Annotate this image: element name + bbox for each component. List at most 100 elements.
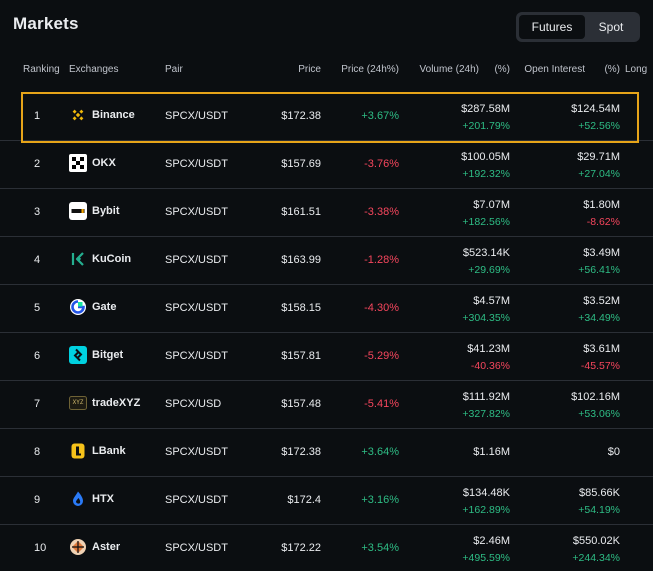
lbank-icon: [69, 442, 87, 460]
open-interest-cell: $29.71M: [577, 151, 620, 163]
table-row[interactable]: 2 OKX SPCX/USDT $157.69 -3.76% $100.05M +192.3…: [0, 141, 653, 189]
price-cell: $172.38: [281, 110, 321, 122]
volume-cell: $7.07M: [473, 199, 510, 211]
header-pair[interactable]: Pair: [165, 64, 183, 75]
volume-change-cell: -40.36%: [470, 360, 510, 372]
volume-change-cell: +304.35%: [462, 312, 510, 324]
table-row[interactable]: 1 Binance SPCX/USDT $172.38 +3.67% $287.58M +2…: [0, 93, 653, 141]
header-exchanges[interactable]: Exchanges: [69, 64, 119, 75]
open-interest-cell: $3.61M: [583, 343, 620, 355]
tab-futures[interactable]: Futures: [519, 15, 585, 39]
aster-icon: [69, 538, 87, 556]
pair-cell: SPCX/USDT: [165, 350, 228, 362]
volume-change-cell: +201.79%: [462, 120, 510, 132]
exchange-name: HTX: [92, 493, 114, 505]
price-change-cell: +3.67%: [361, 110, 399, 122]
header-price[interactable]: Price: [298, 64, 321, 75]
oi-change-cell: +27.04%: [578, 168, 620, 180]
price-change-cell: +3.54%: [361, 542, 399, 554]
header-oi-pct[interactable]: (%): [604, 64, 620, 75]
price-cell: $163.99: [281, 254, 321, 266]
binance-icon: [69, 106, 87, 124]
table-row[interactable]: 6 Bitget SPCX/USDT $157.81 -5.29% $41.23M -40.…: [0, 333, 653, 381]
table-header: Ranking Exchanges Pair Price Price (24h%…: [0, 58, 653, 82]
volume-cell: $4.57M: [473, 295, 510, 307]
exchange-name: Bitget: [92, 349, 124, 361]
exchange-cell[interactable]: KuCoin: [69, 250, 131, 268]
exchange-cell[interactable]: OKX: [69, 154, 116, 172]
exchange-name: LBank: [92, 445, 126, 457]
pair-cell: SPCX/USDT: [165, 110, 228, 122]
header-long[interactable]: Long: [625, 64, 648, 75]
volume-cell: $100.05M: [461, 151, 510, 163]
pair-cell: SPCX/USDT: [165, 254, 228, 266]
bitget-icon: [69, 346, 87, 364]
exchange-cell[interactable]: LBank: [69, 442, 126, 460]
header-volume[interactable]: Volume (24h): [419, 64, 479, 75]
exchange-cell[interactable]: Gate: [69, 298, 116, 316]
volume-cell: $134.48K: [462, 487, 510, 499]
page-title: Markets: [13, 14, 79, 33]
price-change-cell: -1.28%: [364, 254, 399, 266]
tradexyz-logo-text: XYZ: [72, 399, 84, 406]
open-interest-cell: $0: [607, 446, 620, 458]
volume-cell: $2.46M: [473, 535, 510, 547]
exchange-cell[interactable]: Aster: [69, 538, 120, 556]
open-interest-cell: $102.16M: [571, 391, 620, 403]
tradexyz-icon: XYZ: [69, 394, 87, 412]
exchange-name: OKX: [92, 157, 116, 169]
oi-change-cell: +56.41%: [578, 264, 620, 276]
exchange-cell[interactable]: Binance: [69, 106, 135, 124]
exchange-cell[interactable]: XYZ tradeXYZ: [69, 394, 140, 412]
price-cell: $158.15: [281, 302, 321, 314]
price-change-cell: -5.29%: [364, 350, 399, 362]
price-cell: $157.48: [281, 398, 321, 410]
rank-cell: 10: [34, 542, 47, 554]
volume-change-cell: +29.69%: [468, 264, 510, 276]
header-open-interest[interactable]: Open Interest: [524, 64, 585, 75]
bybit-icon: [69, 202, 87, 220]
pair-cell: SPCX/USDT: [165, 158, 228, 170]
price-change-cell: -5.41%: [364, 398, 399, 410]
table-row[interactable]: 9 HTX SPCX/USDT $172.4 +3.16% $134.48K +162.89…: [0, 477, 653, 525]
header-ranking[interactable]: Ranking: [23, 64, 60, 75]
price-cell: $157.81: [281, 350, 321, 362]
table-row[interactable]: 5 Gate SPCX/USDT $158.15 -4.30% $4.57M +304.35…: [0, 285, 653, 333]
exchange-cell[interactable]: Bybit: [69, 202, 120, 220]
open-interest-cell: $3.52M: [583, 295, 620, 307]
rank-cell: 6: [34, 350, 41, 362]
oi-change-cell: -8.62%: [586, 216, 620, 228]
exchange-name: KuCoin: [92, 253, 132, 265]
exchange-cell[interactable]: Bitget: [69, 346, 123, 364]
open-interest-cell: $85.66K: [579, 487, 620, 499]
open-interest-cell: $550.02K: [572, 535, 620, 547]
volume-cell: $111.92M: [462, 391, 510, 403]
price-change-cell: -4.30%: [364, 302, 399, 314]
table-row[interactable]: 8 LBank SPCX/USDT $172.38 +3.64% $1.16M $0: [0, 429, 653, 477]
price-change-cell: -3.38%: [364, 206, 399, 218]
htx-icon: [69, 490, 87, 508]
price-change-cell: -3.76%: [364, 158, 399, 170]
exchange-name: Bybit: [92, 205, 120, 217]
table-row[interactable]: 7 XYZ tradeXYZ SPCX/USD $157.48 -5.41% $111.92…: [0, 381, 653, 429]
pair-cell: SPCX/USDT: [165, 302, 228, 314]
table-row[interactable]: 3 Bybit SPCX/USDT $161.51 -3.38% $7.07M +182.5…: [0, 189, 653, 237]
table-row[interactable]: 10 Aster SPCX/USDT $172.22 +3.54% $2.46M +495.…: [0, 525, 653, 571]
rank-cell: 2: [34, 158, 41, 170]
open-interest-cell: $1.80M: [583, 199, 620, 211]
pair-cell: SPCX/USDT: [165, 206, 228, 218]
table-row[interactable]: 4 KuCoin SPCX/USDT $163.99 -1.28% $523.14K +29…: [0, 237, 653, 285]
exchange-cell[interactable]: HTX: [69, 490, 114, 508]
price-change-cell: +3.64%: [361, 446, 399, 458]
tab-spot[interactable]: Spot: [598, 20, 624, 34]
exchange-name: tradeXYZ: [92, 397, 141, 409]
open-interest-cell: $124.54M: [571, 103, 620, 115]
price-cell: $172.38: [281, 446, 321, 458]
header-price-change[interactable]: Price (24h%): [341, 64, 399, 75]
exchange-name: Gate: [92, 301, 117, 313]
rank-cell: 4: [34, 254, 41, 266]
header-volume-pct[interactable]: (%): [494, 64, 510, 75]
pair-cell: SPCX/USDT: [165, 446, 228, 458]
volume-change-cell: +327.82%: [462, 408, 510, 420]
